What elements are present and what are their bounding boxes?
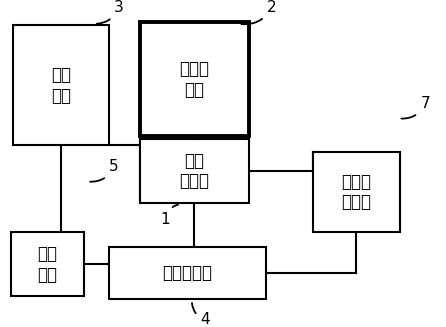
Text: 5: 5 bbox=[90, 159, 119, 182]
Text: 直流电
源模块: 直流电 源模块 bbox=[341, 173, 372, 212]
Bar bbox=[13, 25, 108, 146]
Text: 7: 7 bbox=[401, 96, 430, 119]
Text: 主动力
电池: 主动力 电池 bbox=[179, 60, 209, 99]
Bar bbox=[140, 22, 248, 136]
Text: 3: 3 bbox=[97, 0, 124, 24]
Bar bbox=[11, 232, 84, 297]
Text: 辅助
电池: 辅助 电池 bbox=[51, 66, 71, 105]
Text: 综合控制器: 综合控制器 bbox=[162, 264, 212, 282]
Text: 智能
开关: 智能 开关 bbox=[37, 245, 58, 284]
Text: 2: 2 bbox=[241, 0, 277, 24]
Text: 1: 1 bbox=[161, 205, 178, 227]
Bar bbox=[108, 247, 266, 300]
Bar bbox=[313, 152, 400, 232]
Text: 4: 4 bbox=[192, 303, 210, 327]
Text: 电池
管理器: 电池 管理器 bbox=[179, 152, 209, 190]
Bar bbox=[140, 139, 248, 203]
